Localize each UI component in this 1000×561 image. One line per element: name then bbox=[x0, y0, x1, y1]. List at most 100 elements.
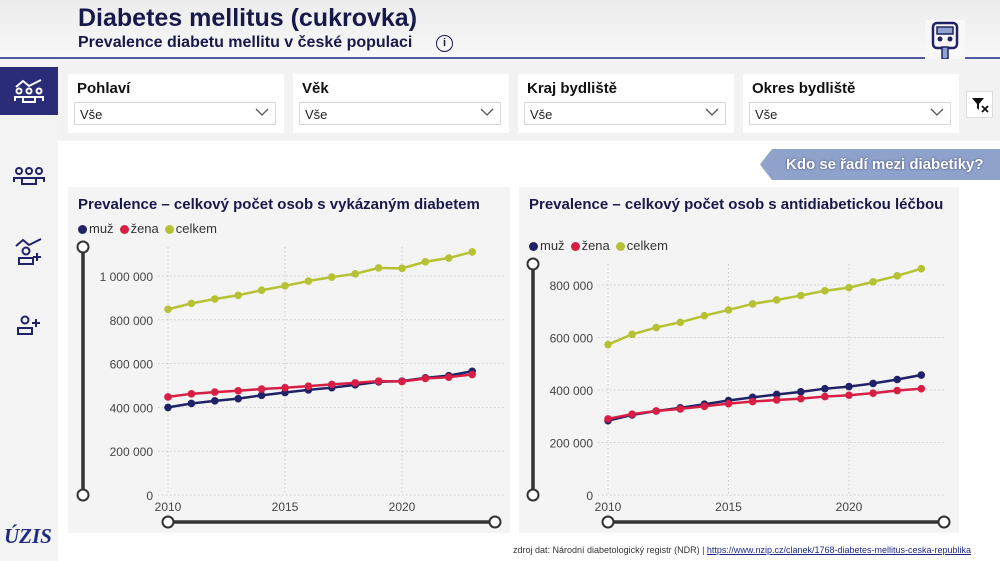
data-point bbox=[257, 391, 266, 400]
x-tick-label: 2020 bbox=[389, 500, 416, 514]
y-tick-label: 1 000 000 bbox=[100, 270, 154, 284]
data-point bbox=[421, 374, 430, 383]
filter-pohlavi: Pohlaví Vše bbox=[68, 74, 284, 133]
data-point bbox=[328, 273, 336, 281]
data-point bbox=[164, 393, 172, 401]
data-point bbox=[468, 370, 477, 379]
legend-muz[interactable]: muž bbox=[529, 238, 565, 253]
data-point bbox=[468, 248, 477, 256]
legend-muz[interactable]: muž bbox=[78, 221, 114, 236]
y-tick-label: 800 000 bbox=[110, 314, 154, 328]
source-text: zdroj dat: Národní diabetologický regist… bbox=[513, 545, 707, 555]
data-point bbox=[604, 415, 612, 423]
x-slider-handle-right[interactable] bbox=[488, 515, 502, 529]
data-point bbox=[652, 407, 660, 415]
data-point bbox=[445, 373, 453, 381]
data-point bbox=[187, 390, 196, 398]
y-slider-handle-top[interactable] bbox=[76, 240, 90, 254]
data-point bbox=[797, 388, 805, 396]
x-slider-handle-right[interactable] bbox=[937, 515, 951, 529]
data-point bbox=[281, 282, 289, 290]
data-point bbox=[374, 377, 383, 385]
data-point bbox=[351, 379, 360, 387]
filter-label: Pohlaví bbox=[77, 80, 131, 97]
y-slider-handle-bottom[interactable] bbox=[526, 488, 540, 502]
chart-panel-lecba: Prevalence – celkový počet osob s antidi… bbox=[519, 187, 959, 533]
data-point bbox=[281, 383, 289, 392]
source-link[interactable]: https://www.nzip.cz/clanek/1768-diabetes… bbox=[706, 545, 972, 555]
data-point bbox=[234, 386, 242, 395]
okres-dropdown[interactable]: Vše bbox=[749, 102, 951, 125]
data-point bbox=[164, 305, 172, 314]
series-line-žena bbox=[167, 373, 473, 399]
y-slider-handle-top[interactable] bbox=[526, 257, 540, 271]
data-point bbox=[445, 254, 453, 262]
data-point bbox=[821, 286, 829, 295]
legend-zena[interactable]: žena bbox=[119, 221, 159, 236]
uzis-logo: ÚZIS bbox=[4, 524, 52, 548]
dropdown-value: Vše bbox=[530, 107, 553, 122]
x-tick-label: 2010 bbox=[155, 500, 182, 514]
filter-kraj: Kraj bydliště Vše bbox=[518, 74, 734, 133]
sidebar bbox=[0, 59, 58, 561]
sidebar-item-person-add[interactable] bbox=[0, 301, 58, 349]
y-tick-label: 400 000 bbox=[110, 401, 154, 415]
data-point bbox=[234, 291, 242, 300]
data-point bbox=[604, 340, 612, 349]
filter-label: Věk bbox=[302, 80, 329, 97]
vek-dropdown[interactable]: Vše bbox=[299, 102, 501, 125]
kdo-se-radi-button[interactable]: Kdo se řadí mezi diabetiky? bbox=[760, 149, 1000, 180]
x-tick-label: 2020 bbox=[836, 500, 863, 514]
footer: zdroj dat: Národní diabetologický regist… bbox=[513, 545, 971, 555]
info-icon[interactable]: i bbox=[436, 35, 453, 52]
data-point bbox=[164, 403, 172, 412]
filter-label: Kraj bydliště bbox=[527, 80, 618, 97]
data-point bbox=[676, 318, 685, 327]
data-point bbox=[676, 405, 685, 413]
data-point bbox=[893, 386, 901, 395]
data-point bbox=[845, 391, 853, 400]
legend-celkem[interactable]: celkem bbox=[164, 221, 217, 236]
data-point bbox=[398, 377, 406, 386]
legend-celkem[interactable]: celkem bbox=[615, 238, 668, 253]
data-point bbox=[724, 306, 733, 314]
data-point bbox=[257, 286, 266, 295]
person-add-icon bbox=[17, 315, 40, 335]
data-point bbox=[772, 390, 781, 399]
glucometer-icon bbox=[925, 20, 965, 62]
header bbox=[0, 0, 1000, 58]
data-point bbox=[821, 392, 829, 401]
y-slider-handle-bottom[interactable] bbox=[76, 488, 90, 502]
filter-clear-icon bbox=[972, 98, 989, 113]
x-slider-handle-left[interactable] bbox=[161, 515, 175, 529]
data-point bbox=[917, 371, 926, 379]
data-point bbox=[700, 311, 709, 320]
dropdown-value: Vše bbox=[305, 107, 328, 122]
page-title: Diabetes mellitus (cukrovka) bbox=[78, 4, 418, 32]
line-chart: 0 200 000 400 000 600 000 800 000 1 000 000 20… bbox=[76, 240, 505, 529]
kraj-dropdown[interactable]: Vše bbox=[524, 102, 726, 125]
filter-label: Okres bydliště bbox=[752, 80, 856, 97]
x-slider-handle-left[interactable] bbox=[601, 515, 615, 529]
dropdown-value: Vše bbox=[80, 107, 103, 122]
series-line-celkem bbox=[167, 250, 473, 311]
sidebar-item-person-add-trend[interactable] bbox=[0, 227, 58, 275]
data-point bbox=[187, 299, 196, 308]
data-point bbox=[421, 257, 430, 266]
chart-title: Prevalence – celkový počet osob s vykáza… bbox=[78, 196, 480, 213]
x-tick-label: 2010 bbox=[595, 500, 622, 514]
y-tick-label: 600 000 bbox=[110, 358, 154, 372]
dropdown-value: Vše bbox=[755, 107, 778, 122]
data-point bbox=[700, 402, 709, 411]
sidebar-item-population-trend[interactable] bbox=[0, 67, 58, 115]
sidebar-item-group[interactable] bbox=[0, 153, 58, 201]
legend-zena[interactable]: žena bbox=[570, 238, 610, 253]
data-point bbox=[845, 382, 853, 391]
y-tick-label: 600 000 bbox=[550, 332, 594, 346]
person-add-trend-icon bbox=[15, 238, 42, 265]
data-point bbox=[257, 385, 266, 393]
pohlavi-dropdown[interactable]: Vše bbox=[74, 102, 276, 125]
data-point bbox=[869, 389, 877, 397]
clear-filters-button[interactable] bbox=[966, 91, 993, 118]
y-tick-label: 200 000 bbox=[110, 445, 154, 459]
